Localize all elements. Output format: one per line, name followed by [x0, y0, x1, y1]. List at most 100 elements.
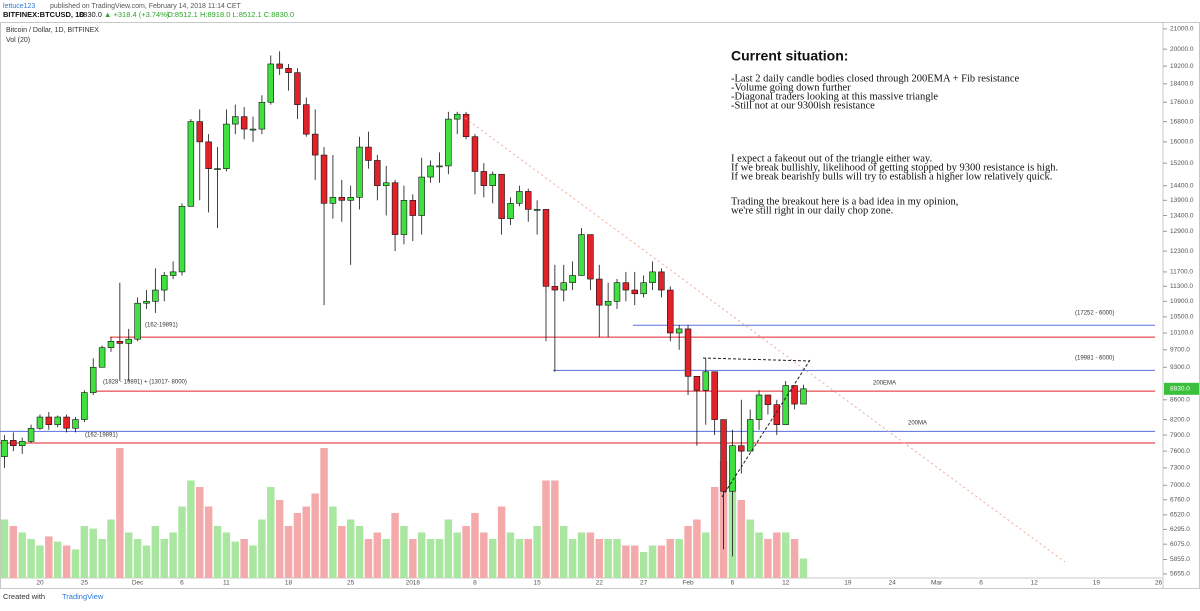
candle-body [187, 121, 195, 207]
volume-bar [746, 519, 754, 578]
volume-bar [382, 539, 390, 578]
candle-body [27, 427, 35, 442]
candle-body [232, 116, 239, 125]
volume-bar [302, 506, 311, 578]
note-line: -Volume going down further [731, 82, 851, 93]
volume-bar [577, 532, 586, 578]
volume-bar [125, 532, 133, 578]
volume-bar [444, 519, 453, 578]
candle-body [738, 445, 745, 452]
volume-bar [98, 539, 106, 578]
volume-bar [320, 448, 328, 578]
triangle-top [702, 357, 811, 362]
ohlc: O:8512.1 H:8918.0 L:8512.1 C:8830.0 [167, 10, 294, 19]
volume-bar [533, 526, 541, 578]
y-tick-label: 8600.0 [1170, 396, 1190, 403]
candle-body [773, 404, 781, 425]
y-tick-label: 21000.0 [1170, 26, 1194, 33]
candle-body [746, 419, 754, 452]
volume-bar [142, 545, 151, 578]
volume-bar [275, 500, 284, 578]
volume-bar [675, 539, 683, 578]
volume-bar [338, 526, 346, 578]
volume-bar [657, 545, 666, 578]
note-line: Trading the breakout here is a bad idea … [731, 196, 958, 207]
volume-bar [622, 545, 630, 578]
y-tick-label: 19200.0 [1170, 63, 1194, 70]
header-bg [0, 0, 1200, 22]
volume-bar [773, 532, 781, 578]
volume-bar [417, 532, 426, 578]
candle-body [294, 72, 301, 105]
x-tick-label: 19 [1093, 580, 1101, 587]
volume-bar [755, 532, 763, 578]
volume-bar [36, 545, 44, 578]
candle-body [675, 328, 683, 334]
volume-bar [373, 532, 382, 578]
candle-body [516, 191, 523, 204]
y-tick-label: 12300.0 [1170, 248, 1194, 255]
x-tick-label: 2018 [406, 580, 421, 587]
candle-body [596, 278, 603, 306]
candle-body [640, 282, 647, 295]
candle-body [303, 104, 310, 135]
candle-body [134, 302, 141, 340]
level-label: 200MA [908, 421, 927, 427]
candle-body [152, 289, 159, 302]
note-line: -Diagonal traders looking at this massiv… [731, 91, 938, 102]
volume-bar [222, 532, 231, 578]
volume-bar [133, 539, 142, 578]
candle-body [649, 271, 656, 283]
volume-bar [187, 480, 195, 578]
note-line: I expect a fakeout out of the triangle e… [731, 153, 932, 164]
candle-body [569, 275, 576, 283]
y-tick-label: 11300.0 [1170, 283, 1193, 290]
candle-body [125, 338, 132, 344]
triangle-bottom [721, 359, 811, 498]
volume-bar [462, 526, 470, 578]
candle-body [10, 440, 17, 447]
x-tick-label: Dec [132, 580, 144, 587]
x-tick-label: Mar [931, 580, 943, 587]
volume-bar [631, 545, 639, 578]
candle-body [445, 118, 452, 167]
candle-body [462, 113, 470, 138]
candle-body [356, 146, 363, 198]
candle-body [560, 282, 567, 291]
candle-body [658, 271, 665, 291]
level-label: (17252 - 6000) [1075, 311, 1114, 317]
volume-bar [178, 506, 186, 578]
y-tick-label: 10900.0 [1170, 298, 1194, 305]
volume-bar [364, 539, 373, 578]
level-label: 200EMA [873, 381, 896, 387]
x-tick-label: 27 [640, 580, 648, 587]
symbol: BITFINEX:BTCUSD, 1D [3, 10, 85, 19]
candle-body [418, 176, 425, 216]
y-tick-label: 5655.0 [1170, 571, 1190, 578]
volume-bar [568, 539, 577, 578]
volume-bar [346, 519, 355, 578]
candle-body [98, 347, 106, 368]
candle-body [365, 146, 372, 161]
candle-body [471, 136, 479, 172]
volume-bar [284, 526, 293, 578]
y-tick-label: 6760.0 [1170, 497, 1190, 504]
change: ▲ +318.4 (+3.74%) [104, 10, 170, 19]
volume-bar [453, 532, 461, 578]
volume-bar [151, 526, 160, 578]
price-badge [1164, 382, 1199, 395]
level-label: (19981 - 6000) [1075, 356, 1114, 362]
volume-bar [586, 532, 595, 578]
volume-bar [293, 513, 302, 578]
volume-bar [480, 532, 488, 578]
candle-body [320, 154, 328, 204]
volume-bar [355, 526, 364, 578]
candle-body [214, 168, 221, 170]
candle-body [391, 182, 399, 235]
volume-bar [231, 541, 239, 578]
volume-bar [693, 519, 701, 578]
publisher: lettuce123 [3, 3, 35, 10]
y-tick-label: 6520.0 [1170, 512, 1190, 519]
